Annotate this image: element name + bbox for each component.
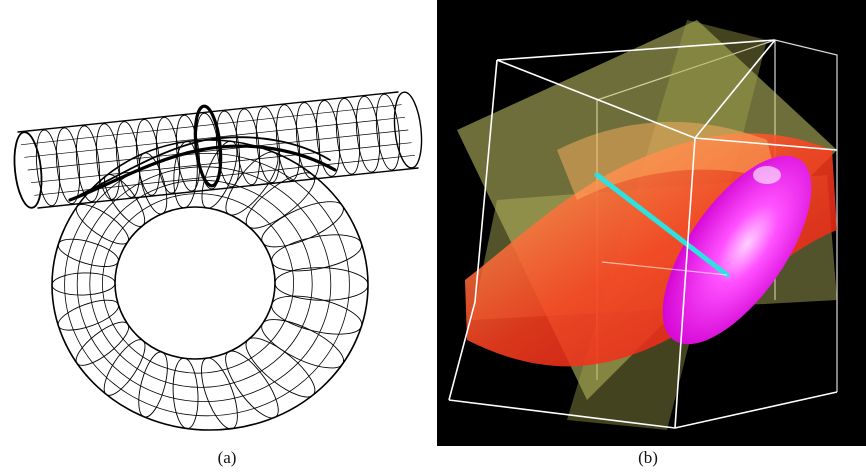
cylinder-wireframe	[13, 91, 423, 209]
intersection-curve	[68, 144, 337, 202]
panel-a-wireframe-figure	[0, 0, 430, 446]
cylinder-highlight-ring	[193, 104, 223, 188]
box-front-edges	[448, 39, 838, 429]
torus-latitude-lines	[64, 153, 350, 417]
caption-b: (b)	[638, 448, 658, 467]
magenta-ellipsoid	[662, 155, 812, 345]
panel-b-rendered-figure	[437, 0, 866, 446]
orange-highlight	[557, 121, 777, 200]
torus-inner-hole	[114, 206, 276, 360]
specular-highlight	[753, 166, 781, 184]
white-curve	[601, 261, 728, 276]
cyan-curve	[594, 172, 730, 278]
intersection-curve-upper	[79, 136, 331, 196]
torus-meridian-rings	[51, 140, 369, 430]
cylinder-left-cap	[13, 131, 43, 209]
surfaces-in-box	[448, 20, 838, 430]
cylinder-right-cap	[393, 91, 423, 169]
caption-a: (a)	[217, 448, 237, 467]
torus-cylinder-wireframe	[13, 91, 423, 431]
